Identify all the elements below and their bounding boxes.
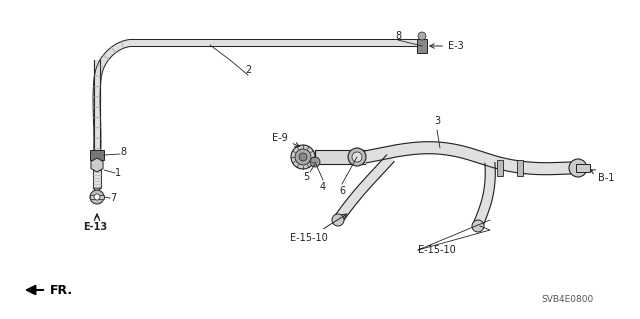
Circle shape	[352, 152, 362, 162]
Text: 2: 2	[245, 65, 251, 75]
Text: E-15-10: E-15-10	[418, 245, 456, 255]
Polygon shape	[473, 163, 495, 228]
Text: 1: 1	[115, 168, 121, 178]
Text: SVB4E0800: SVB4E0800	[541, 295, 593, 305]
Bar	[517, 160, 523, 176]
Text: E-13: E-13	[83, 222, 107, 232]
Bar	[90, 150, 104, 160]
Polygon shape	[358, 150, 365, 164]
Bar	[497, 160, 503, 176]
Bar	[93, 170, 101, 188]
Polygon shape	[91, 158, 103, 172]
Text: 7: 7	[110, 193, 116, 203]
Circle shape	[295, 149, 311, 165]
Bar	[576, 164, 590, 172]
Circle shape	[310, 157, 320, 167]
Text: FR.: FR.	[50, 284, 73, 296]
Text: 6: 6	[339, 186, 345, 196]
Circle shape	[418, 32, 426, 40]
Polygon shape	[93, 40, 420, 155]
Text: E-3: E-3	[430, 41, 464, 51]
Circle shape	[94, 194, 100, 200]
Text: E-15-10: E-15-10	[290, 214, 347, 243]
Circle shape	[569, 159, 587, 177]
Circle shape	[299, 153, 307, 161]
Circle shape	[348, 148, 366, 166]
Text: E-9: E-9	[272, 133, 300, 147]
Circle shape	[90, 190, 104, 204]
Text: 8: 8	[395, 31, 401, 41]
Circle shape	[291, 145, 315, 169]
Bar	[417, 39, 427, 53]
Bar	[90, 195, 104, 199]
Text: 4: 4	[320, 182, 326, 192]
Polygon shape	[334, 155, 394, 223]
Polygon shape	[93, 188, 101, 192]
Text: 8: 8	[120, 147, 126, 157]
Circle shape	[472, 220, 484, 232]
Circle shape	[332, 214, 344, 226]
Polygon shape	[364, 142, 578, 175]
Text: 3: 3	[434, 116, 440, 126]
Text: 5: 5	[303, 172, 309, 182]
Text: B-1: B-1	[591, 170, 614, 183]
Bar	[315, 150, 355, 164]
